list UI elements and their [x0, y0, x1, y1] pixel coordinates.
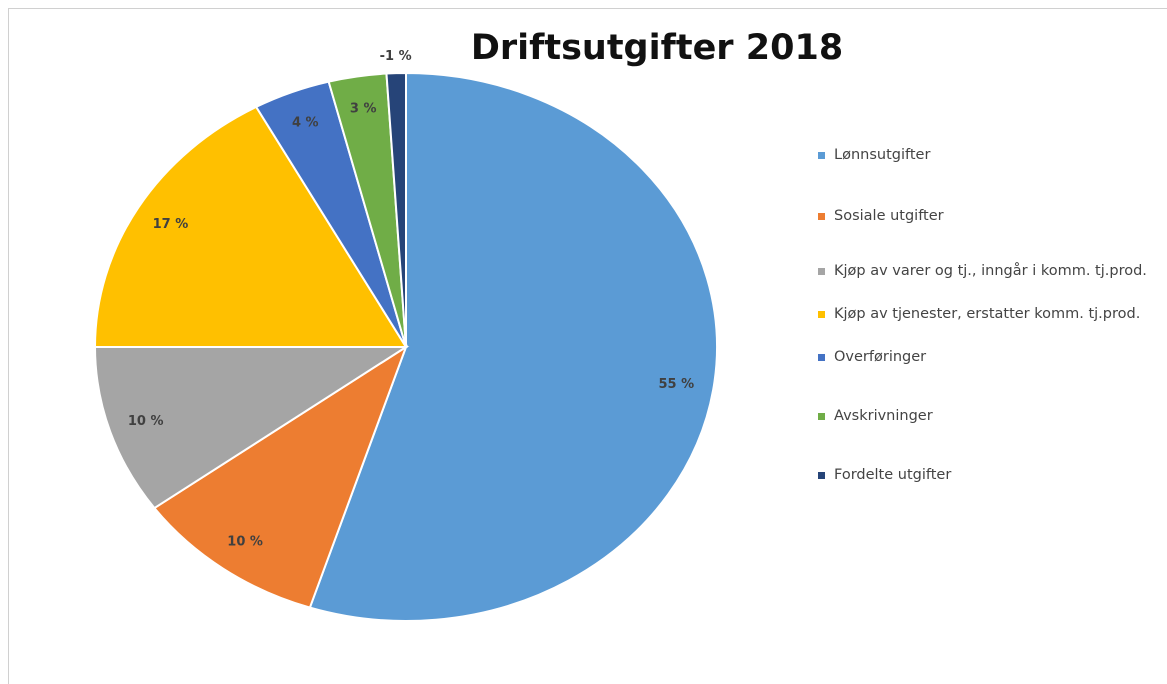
chart-title: Driftsutgifter 2018 [471, 28, 843, 68]
legend-item: Kjøp av varer og tj., inngår i komm. tj.… [818, 261, 1158, 282]
data-label: -1 % [380, 49, 412, 64]
legend-swatch [818, 213, 825, 220]
data-label: 10 % [128, 414, 164, 429]
data-label: 3 % [350, 101, 377, 116]
legend-item: Avskrivninger [818, 406, 1158, 427]
legend: Lønnsutgifter Sosiale utgifter Kjøp av var… [818, 145, 1158, 486]
data-label: 17 % [153, 217, 189, 232]
legend-swatch [818, 311, 825, 318]
pie-slice [93, 105, 408, 348]
data-label: 4 % [292, 115, 319, 130]
pie-slice [93, 346, 410, 510]
legend-label: Overføringer [834, 349, 927, 365]
legend-label: Avskrivninger [834, 408, 933, 424]
legend-item: Lønnsutgifter [818, 145, 1158, 166]
legend-item: Overføringer [818, 347, 1158, 368]
data-label: 55 % [658, 377, 694, 392]
legend-swatch [818, 268, 825, 275]
frame [8, 8, 1167, 684]
legend-label: Kjøp av tjenester, erstatter komm. tj.pr… [834, 306, 1141, 322]
legend-swatch [818, 413, 825, 420]
legend-swatch [818, 354, 825, 361]
pie-slice [308, 71, 718, 622]
legend-label: Fordelte utgifter [834, 467, 952, 483]
data-label: 10 % [227, 535, 263, 550]
legend-swatch [818, 472, 825, 479]
legend-label: Lønnsutgifter [834, 147, 931, 163]
legend-item: Fordelte utgifter [818, 465, 1158, 486]
legend-label: Kjøp av varer og tj., inngår i komm. tj.… [834, 263, 1147, 279]
pie-slice [385, 71, 407, 348]
legend-label: Sosiale utgifter [834, 208, 944, 224]
legend-item: Kjøp av tjenester, erstatter komm. tj.pr… [818, 304, 1158, 325]
legend-item: Sosiale utgifter [818, 206, 1158, 227]
pie-slice [152, 344, 408, 609]
pie [93, 71, 718, 622]
legend-swatch [818, 152, 825, 159]
